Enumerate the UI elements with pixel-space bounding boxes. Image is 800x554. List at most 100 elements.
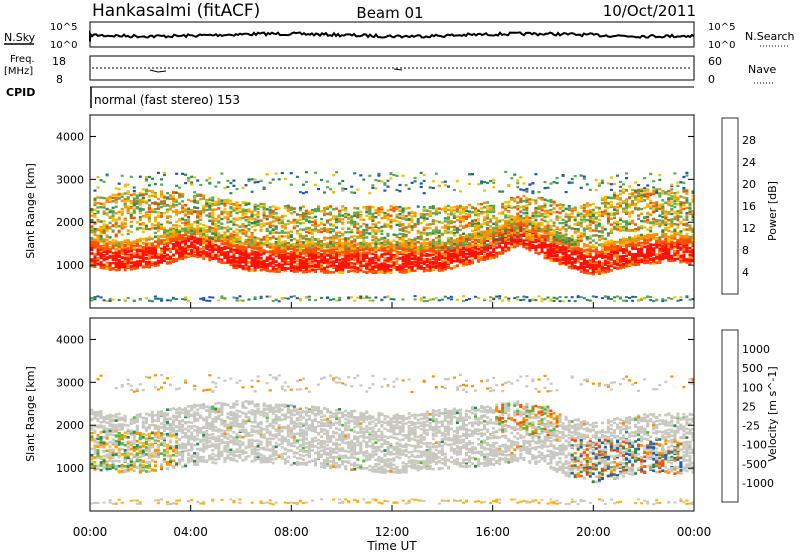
power-mark <box>229 261 233 264</box>
power-mark <box>307 250 311 253</box>
power-mark <box>265 259 269 262</box>
power-mark <box>132 241 136 245</box>
power-mark <box>362 206 366 209</box>
power-mark <box>90 238 94 241</box>
power-mark <box>307 246 311 249</box>
power-mark <box>374 229 378 232</box>
power-mark <box>129 261 133 265</box>
power-mark <box>359 248 363 252</box>
power-mark <box>389 214 393 217</box>
power-mark <box>126 297 130 299</box>
power-mark <box>455 215 459 218</box>
power-mark <box>253 220 257 224</box>
power-mark <box>289 234 293 237</box>
power-mark <box>374 256 378 259</box>
power-mark <box>226 213 230 216</box>
power-mark <box>419 297 423 300</box>
power-mark <box>374 261 378 265</box>
power-mark <box>401 255 405 259</box>
power-mark <box>238 262 242 265</box>
power-mark <box>135 202 139 205</box>
power-mark <box>274 241 278 244</box>
power-mark <box>114 235 118 238</box>
power-mark <box>422 174 426 177</box>
power-mark <box>144 261 148 264</box>
power-mark <box>289 172 293 175</box>
power-mark <box>90 264 94 268</box>
power-mark <box>455 244 459 247</box>
power-mark <box>295 258 299 261</box>
power-mark <box>280 235 284 238</box>
power-mark <box>395 244 399 247</box>
power-mark <box>268 222 272 225</box>
power-mark <box>129 259 133 262</box>
power-mark <box>335 218 339 221</box>
power-mark <box>160 256 163 259</box>
power-mark <box>99 225 103 229</box>
power-mark <box>175 172 179 175</box>
power-mark <box>304 262 308 265</box>
power-mark <box>347 227 351 230</box>
power-mark <box>205 179 209 182</box>
power-mark <box>422 208 426 211</box>
power-mark <box>156 215 160 218</box>
power-mark <box>440 221 444 224</box>
power-mark <box>304 260 308 264</box>
power-mark <box>160 252 163 255</box>
power-mark <box>244 259 248 262</box>
power-mark <box>380 206 384 209</box>
power-mark <box>214 239 218 243</box>
power-mark <box>332 271 336 274</box>
power-mark <box>413 211 417 215</box>
power-mark <box>452 252 456 255</box>
power-mark <box>452 215 456 218</box>
power-mark <box>93 231 97 235</box>
power-mark <box>301 192 305 195</box>
power-mark <box>280 224 284 228</box>
power-mark <box>205 253 209 257</box>
power-mark <box>138 253 142 256</box>
power-mark <box>235 261 239 264</box>
power-mark <box>117 250 121 253</box>
power-mark <box>163 173 166 177</box>
power-mark <box>392 233 396 236</box>
power-mark <box>434 261 438 265</box>
power-mark <box>235 243 239 247</box>
power-mark <box>156 297 160 300</box>
power-mark <box>283 242 287 246</box>
power-mark <box>320 296 323 299</box>
power-mark <box>132 262 136 265</box>
power-mark <box>153 218 157 222</box>
power-mark <box>150 252 154 255</box>
power-mark <box>356 188 360 191</box>
power-mark <box>208 202 212 205</box>
power-mark <box>347 252 351 255</box>
power-mark <box>428 232 432 235</box>
power-mark <box>404 215 408 218</box>
power-mark <box>449 231 453 235</box>
beam-title: Beam 01 <box>356 4 423 22</box>
power-mark <box>193 244 197 247</box>
power-mark <box>178 211 182 215</box>
power-mark <box>320 242 323 246</box>
power-mark <box>244 230 248 233</box>
power-mark <box>114 233 118 236</box>
power-mark <box>338 218 342 221</box>
power-mark <box>138 298 142 301</box>
power-mark <box>437 254 441 257</box>
power-mark <box>268 250 272 254</box>
power-mark <box>465 249 468 252</box>
power-mark <box>407 225 411 228</box>
power-mark <box>169 230 172 233</box>
power-mark <box>111 229 115 232</box>
power-mark <box>184 249 188 252</box>
power-mark <box>434 232 438 236</box>
power-mark <box>153 251 157 254</box>
power-mark <box>431 263 435 266</box>
power-mark <box>428 226 432 230</box>
power-mark <box>147 189 151 193</box>
power-mark <box>323 249 326 252</box>
power-mark <box>262 222 266 225</box>
power-mark <box>446 261 450 264</box>
power-mark <box>386 234 390 237</box>
